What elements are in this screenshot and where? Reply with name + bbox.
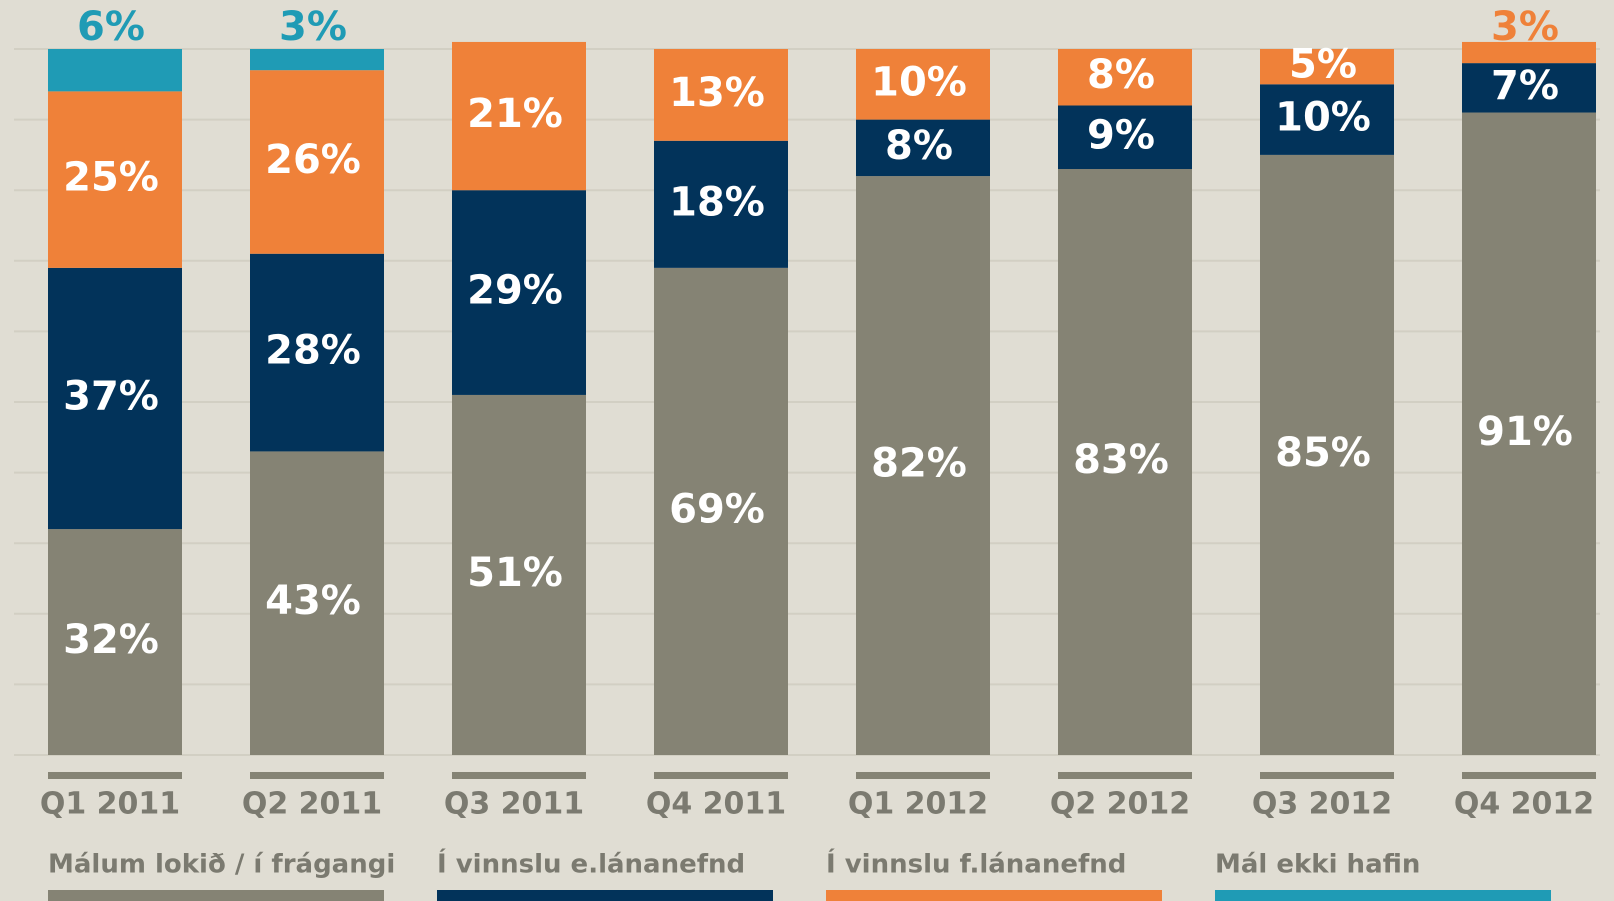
- data-label: 6%: [77, 4, 145, 50]
- data-label: 9%: [1087, 112, 1155, 158]
- legend-swatch: [48, 890, 384, 901]
- bar-segment: [250, 253, 384, 452]
- category-rule: [1462, 772, 1596, 779]
- data-label: 21%: [467, 91, 563, 137]
- legend-swatch: [826, 890, 1162, 901]
- bar-segment: [1058, 105, 1192, 170]
- data-label: 32%: [63, 617, 159, 663]
- bar-segment: [1058, 169, 1192, 755]
- bar-segment: [250, 451, 384, 755]
- data-label: 43%: [265, 578, 361, 624]
- data-label: 28%: [265, 328, 361, 374]
- category-rule: [452, 772, 586, 779]
- data-label: 3%: [1491, 4, 1559, 50]
- bar-segment: [1260, 49, 1394, 85]
- data-label: 37%: [63, 373, 159, 419]
- x-tick-label: Q4 2011: [646, 787, 786, 822]
- data-label: 85%: [1275, 430, 1371, 476]
- data-label: 5%: [1289, 42, 1357, 88]
- bar-segment: [856, 49, 990, 120]
- legend-label: Mál ekki hafin: [1215, 850, 1420, 880]
- category-rule: [1058, 772, 1192, 779]
- data-label: 91%: [1477, 409, 1573, 455]
- bar-segment: [654, 49, 788, 141]
- data-label: 69%: [669, 486, 765, 532]
- category-rule: [856, 772, 990, 779]
- bar-segment: [654, 140, 788, 268]
- bar-segment: [48, 267, 182, 530]
- legend-swatch: [1215, 890, 1551, 901]
- category-rule: [250, 772, 384, 779]
- bar-segment: [48, 529, 182, 755]
- x-tick-label: Q1 2011: [40, 787, 180, 822]
- x-tick-label: Q3 2011: [444, 787, 584, 822]
- category-rule: [654, 772, 788, 779]
- data-label: 82%: [871, 441, 967, 487]
- bar-segment: [1462, 41, 1596, 64]
- data-label: 7%: [1491, 63, 1559, 109]
- data-label: 8%: [1087, 52, 1155, 98]
- category-rule: [1260, 772, 1394, 779]
- bar-segment: [452, 41, 586, 191]
- bar-segment: [1058, 49, 1192, 106]
- x-tick-label: Q2 2011: [242, 787, 382, 822]
- data-label: 51%: [467, 550, 563, 596]
- bar-segment: [452, 394, 586, 755]
- data-label: 3%: [279, 4, 347, 50]
- bar-segment: [48, 49, 182, 92]
- category-rule: [48, 772, 182, 779]
- data-label: 26%: [265, 137, 361, 183]
- bar-segment: [48, 91, 182, 268]
- legend-label: Í vinnslu f.lánanefnd: [826, 848, 1126, 880]
- data-label: 10%: [871, 59, 967, 105]
- data-label: 18%: [669, 179, 765, 225]
- bar-segment: [856, 119, 990, 177]
- data-label: 29%: [467, 268, 563, 314]
- data-label: 83%: [1073, 437, 1169, 483]
- data-label: 10%: [1275, 95, 1371, 141]
- bar-segment: [1462, 63, 1596, 113]
- x-tick-label: Q3 2012: [1252, 787, 1392, 822]
- bar-segment: [1462, 112, 1596, 756]
- bar-segment: [1260, 154, 1394, 755]
- bar-segment: [1260, 84, 1394, 155]
- data-label: 25%: [63, 155, 159, 201]
- bar-segment: [250, 49, 384, 71]
- bar-segment: [452, 190, 586, 395]
- x-tick-label: Q4 2012: [1454, 787, 1594, 822]
- bar-segment: [856, 176, 990, 755]
- x-tick-label: Q2 2012: [1050, 787, 1190, 822]
- legend-swatch: [437, 890, 773, 901]
- legend-label: Í vinnslu e.lánanefnd: [437, 848, 745, 880]
- x-tick-label: Q1 2012: [848, 787, 988, 822]
- bar-segment: [250, 70, 384, 254]
- data-label: 13%: [669, 70, 765, 116]
- bar-segment: [654, 267, 788, 755]
- data-label: 8%: [885, 123, 953, 169]
- legend-label: Málum lokið / í frágangi: [48, 850, 395, 880]
